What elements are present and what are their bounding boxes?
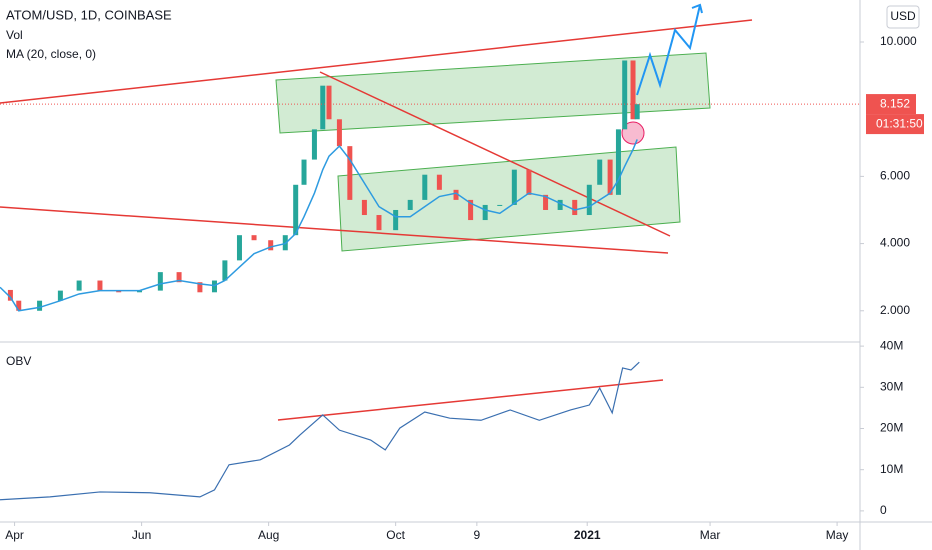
candle xyxy=(7,289,13,301)
candle xyxy=(97,280,103,291)
indicator-label: MA (20, close, 0) xyxy=(6,47,96,61)
candle xyxy=(116,290,122,293)
candle xyxy=(347,146,353,200)
candle xyxy=(361,199,367,216)
candle xyxy=(407,199,413,210)
candle xyxy=(16,300,22,311)
projection-arrow xyxy=(636,4,701,96)
x-tick-label: 9 xyxy=(474,528,481,542)
trend-line xyxy=(0,206,669,254)
y2-tick-label: 20M xyxy=(880,421,903,435)
candle xyxy=(336,119,342,147)
candle xyxy=(37,300,43,311)
x-tick-label: Apr xyxy=(5,528,24,542)
x-tick-label: 2021 xyxy=(574,528,601,542)
obv-trend-line xyxy=(277,379,664,421)
candle xyxy=(597,159,603,185)
currency-label[interactable]: USD xyxy=(890,9,916,23)
candle xyxy=(436,174,442,190)
x-tick-label: May xyxy=(826,528,849,542)
x-tick-label: Jun xyxy=(132,528,151,542)
currency-box[interactable] xyxy=(886,5,920,29)
trend-line xyxy=(0,19,753,104)
y-tick-label: 4.000 xyxy=(880,236,910,250)
candle xyxy=(630,60,636,120)
y2-tick-label: 30M xyxy=(880,379,903,393)
symbol-title: ATOM/USD, 1D, COINBASE xyxy=(6,7,172,22)
candle xyxy=(176,272,182,283)
x-tick-label: Oct xyxy=(386,528,405,542)
candle xyxy=(526,169,532,195)
candle xyxy=(376,215,382,231)
y2-tick-label: 10M xyxy=(880,462,903,476)
channel-upper xyxy=(275,52,711,134)
y2-tick-label: 0 xyxy=(880,503,887,517)
candle xyxy=(157,272,163,291)
trend-line xyxy=(319,71,671,237)
candle xyxy=(615,129,621,195)
obv-line xyxy=(0,361,640,501)
candle xyxy=(57,290,63,301)
candle xyxy=(511,169,517,205)
candle xyxy=(301,159,307,185)
candle xyxy=(393,209,399,231)
arrow-head xyxy=(691,3,703,14)
last-price-label: 8.152 xyxy=(880,96,910,110)
candle xyxy=(236,235,242,261)
candle xyxy=(586,184,592,216)
y2-tick-label: 40M xyxy=(880,338,903,352)
countdown-label: 01:31:50 xyxy=(876,116,923,130)
candle xyxy=(76,280,82,291)
candle xyxy=(320,85,326,130)
candle xyxy=(634,104,640,120)
indicator-label: Vol xyxy=(6,28,23,42)
obv-label: OBV xyxy=(6,354,31,368)
candle xyxy=(468,199,474,221)
candle xyxy=(453,189,459,200)
moving-average xyxy=(0,139,638,312)
x-tick-label: Aug xyxy=(258,528,279,542)
candle xyxy=(268,240,274,251)
candle xyxy=(326,85,332,120)
last-price-box xyxy=(866,94,916,115)
candle xyxy=(197,282,203,293)
candle xyxy=(137,290,143,293)
y-tick-label: 2.000 xyxy=(880,303,910,317)
candle xyxy=(543,194,549,210)
channel-lower xyxy=(337,146,681,252)
candle xyxy=(497,204,503,206)
y-tick-label: 10.000 xyxy=(880,34,917,48)
candle xyxy=(211,280,217,293)
drawings xyxy=(0,3,753,421)
candle xyxy=(311,129,317,160)
candle xyxy=(222,260,228,281)
candle xyxy=(557,199,563,210)
candle xyxy=(622,60,628,130)
candle xyxy=(572,199,578,216)
candle xyxy=(293,184,299,236)
candle xyxy=(422,174,428,200)
x-tick-label: Mar xyxy=(700,528,721,542)
highlight-circle xyxy=(621,121,645,145)
y-tick-label: 6.000 xyxy=(880,169,910,183)
candle xyxy=(482,204,488,221)
countdown-box xyxy=(866,114,924,135)
candle xyxy=(251,235,257,241)
candle xyxy=(607,159,613,195)
